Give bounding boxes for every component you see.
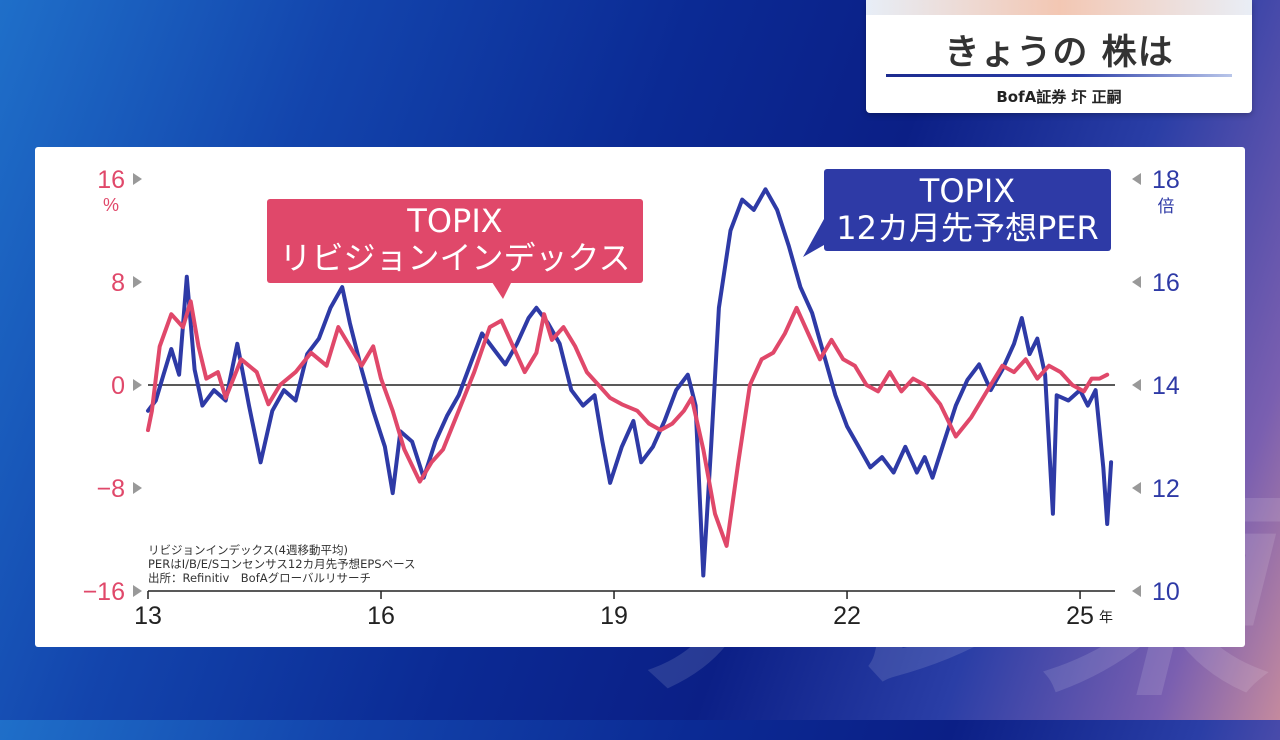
x-tick-label: 19 bbox=[600, 602, 628, 630]
right-tick-marker bbox=[1132, 585, 1141, 597]
x-tick-label: 25 bbox=[1066, 602, 1094, 630]
revision-label-line2: リビジョンインデックス bbox=[279, 239, 631, 277]
guest-name: BofA証券 圷 正嗣 bbox=[996, 88, 1122, 106]
x-tick-label: 22 bbox=[833, 602, 861, 630]
left-tick-label: −8 bbox=[96, 475, 125, 503]
per-label-pointer bbox=[803, 219, 824, 257]
note-line: 出所：Refinitiv BofAグローバルリサーチ bbox=[148, 571, 372, 585]
per-series-label: TOPIX 12カ月先予想PER bbox=[824, 169, 1111, 251]
left-tick-label: 8 bbox=[111, 269, 125, 297]
left-tick-marker bbox=[133, 379, 142, 391]
right-axis-unit: 倍 bbox=[1158, 197, 1175, 217]
left-tick-marker bbox=[133, 585, 142, 597]
program-title: きょうの 株は bbox=[944, 33, 1174, 73]
per-label-line2: 12カ月先予想PER bbox=[836, 209, 1099, 247]
right-tick-marker bbox=[1132, 276, 1141, 288]
per-line bbox=[146, 187, 1114, 578]
right-tick-marker bbox=[1132, 173, 1141, 185]
note-line: リビジョンインデックス(4週移動平均) bbox=[148, 543, 348, 557]
x-tick-label: 16 bbox=[367, 602, 395, 630]
right-tick-marker bbox=[1132, 379, 1141, 391]
left-tick-marker bbox=[133, 276, 142, 288]
x-axis-unit: 年 bbox=[1099, 610, 1113, 626]
right-tick-marker bbox=[1132, 482, 1141, 494]
left-axis-unit: % bbox=[103, 195, 119, 215]
right-tick-label: 16 bbox=[1152, 269, 1180, 297]
program-title-card: きょうの 株は BofA証券 圷 正嗣 bbox=[866, 0, 1252, 113]
right-tick-label: 10 bbox=[1152, 578, 1180, 606]
source-notes: リビジョンインデックス(4週移動平均) PERはI/B/E/Sコンセンサス12カ… bbox=[148, 543, 416, 585]
left-tick-label: 0 bbox=[111, 372, 125, 400]
title-card-topbar bbox=[866, 0, 1252, 15]
chart-svg: 16 8 0 −8 −16% 18 16 14 12 10 倍 13 16 19 22 25 年 bbox=[83, 166, 1180, 630]
per-label-line1: TOPIX bbox=[919, 172, 1016, 210]
note-line: PERはI/B/E/Sコンセンサス12カ月先予想EPSベース bbox=[148, 557, 416, 571]
left-tick-label: 16 bbox=[97, 166, 125, 194]
title-underline bbox=[886, 74, 1232, 77]
revision-label-pointer bbox=[490, 279, 513, 299]
right-tick-label: 18 bbox=[1152, 166, 1180, 194]
x-tick-label: 13 bbox=[134, 602, 162, 630]
chart-panel: 16 8 0 −8 −16% 18 16 14 12 10 倍 13 16 19 22 25 年 TOPIX リ… bbox=[35, 147, 1245, 647]
revision-index-line bbox=[146, 299, 1110, 548]
right-tick-label: 14 bbox=[1152, 372, 1180, 400]
left-tick-marker bbox=[133, 482, 142, 494]
revision-label-line1: TOPIX bbox=[407, 202, 503, 240]
right-tick-label: 12 bbox=[1152, 475, 1180, 503]
left-tick-marker bbox=[133, 173, 142, 185]
left-tick-label: −16 bbox=[83, 578, 125, 606]
revision-series-label: TOPIX リビジョンインデックス bbox=[267, 199, 643, 283]
